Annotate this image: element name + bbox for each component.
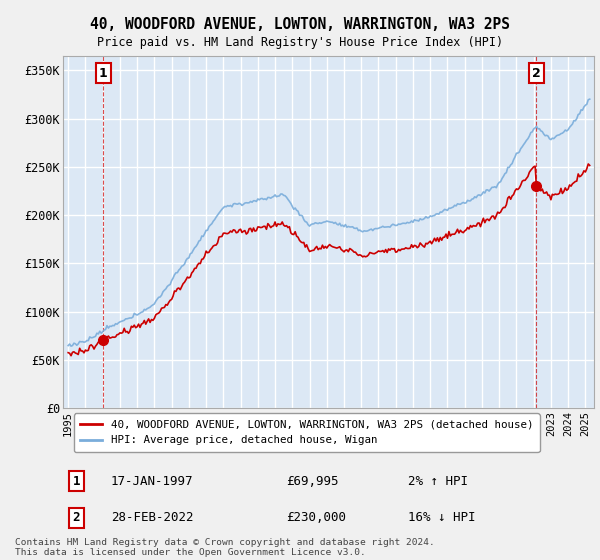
Text: 1: 1 — [99, 67, 108, 80]
Text: 40, WOODFORD AVENUE, LOWTON, WARRINGTON, WA3 2PS: 40, WOODFORD AVENUE, LOWTON, WARRINGTON,… — [90, 17, 510, 32]
Text: £230,000: £230,000 — [286, 511, 346, 524]
Text: 28-FEB-2022: 28-FEB-2022 — [111, 511, 193, 524]
Text: 17-JAN-1997: 17-JAN-1997 — [111, 475, 193, 488]
Text: 16% ↓ HPI: 16% ↓ HPI — [408, 511, 476, 524]
Text: 2: 2 — [532, 67, 541, 80]
Text: 2% ↑ HPI: 2% ↑ HPI — [408, 475, 468, 488]
Text: 2: 2 — [73, 511, 80, 524]
Text: Contains HM Land Registry data © Crown copyright and database right 2024.
This d: Contains HM Land Registry data © Crown c… — [15, 538, 435, 557]
Text: Price paid vs. HM Land Registry's House Price Index (HPI): Price paid vs. HM Land Registry's House … — [97, 36, 503, 49]
Legend: 40, WOODFORD AVENUE, LOWTON, WARRINGTON, WA3 2PS (detached house), HPI: Average : 40, WOODFORD AVENUE, LOWTON, WARRINGTON,… — [74, 413, 539, 452]
Text: £69,995: £69,995 — [286, 475, 338, 488]
Text: 1: 1 — [73, 475, 80, 488]
